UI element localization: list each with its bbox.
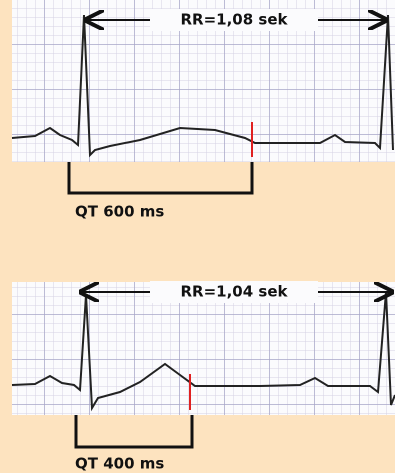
qt-bracket	[69, 162, 252, 193]
ecg-strip: RR=1,04 sek QT 400 ms	[12, 281, 395, 473]
ecg-figure: RR=1,08 sek QT 600 ms RR=1,04 sek QT 400…	[0, 0, 395, 473]
qt-label: QT 400 ms	[75, 455, 164, 473]
qt-bracket	[76, 415, 192, 447]
page: RR=1,08 sek QT 600 ms RR=1,04 sek QT 400…	[0, 0, 395, 473]
rr-label: RR=1,08 sek	[181, 11, 289, 29]
qt-label: QT 600 ms	[75, 203, 164, 221]
rr-label: RR=1,04 sek	[181, 283, 289, 301]
ecg-strip: RR=1,08 sek QT 600 ms	[12, 0, 395, 221]
